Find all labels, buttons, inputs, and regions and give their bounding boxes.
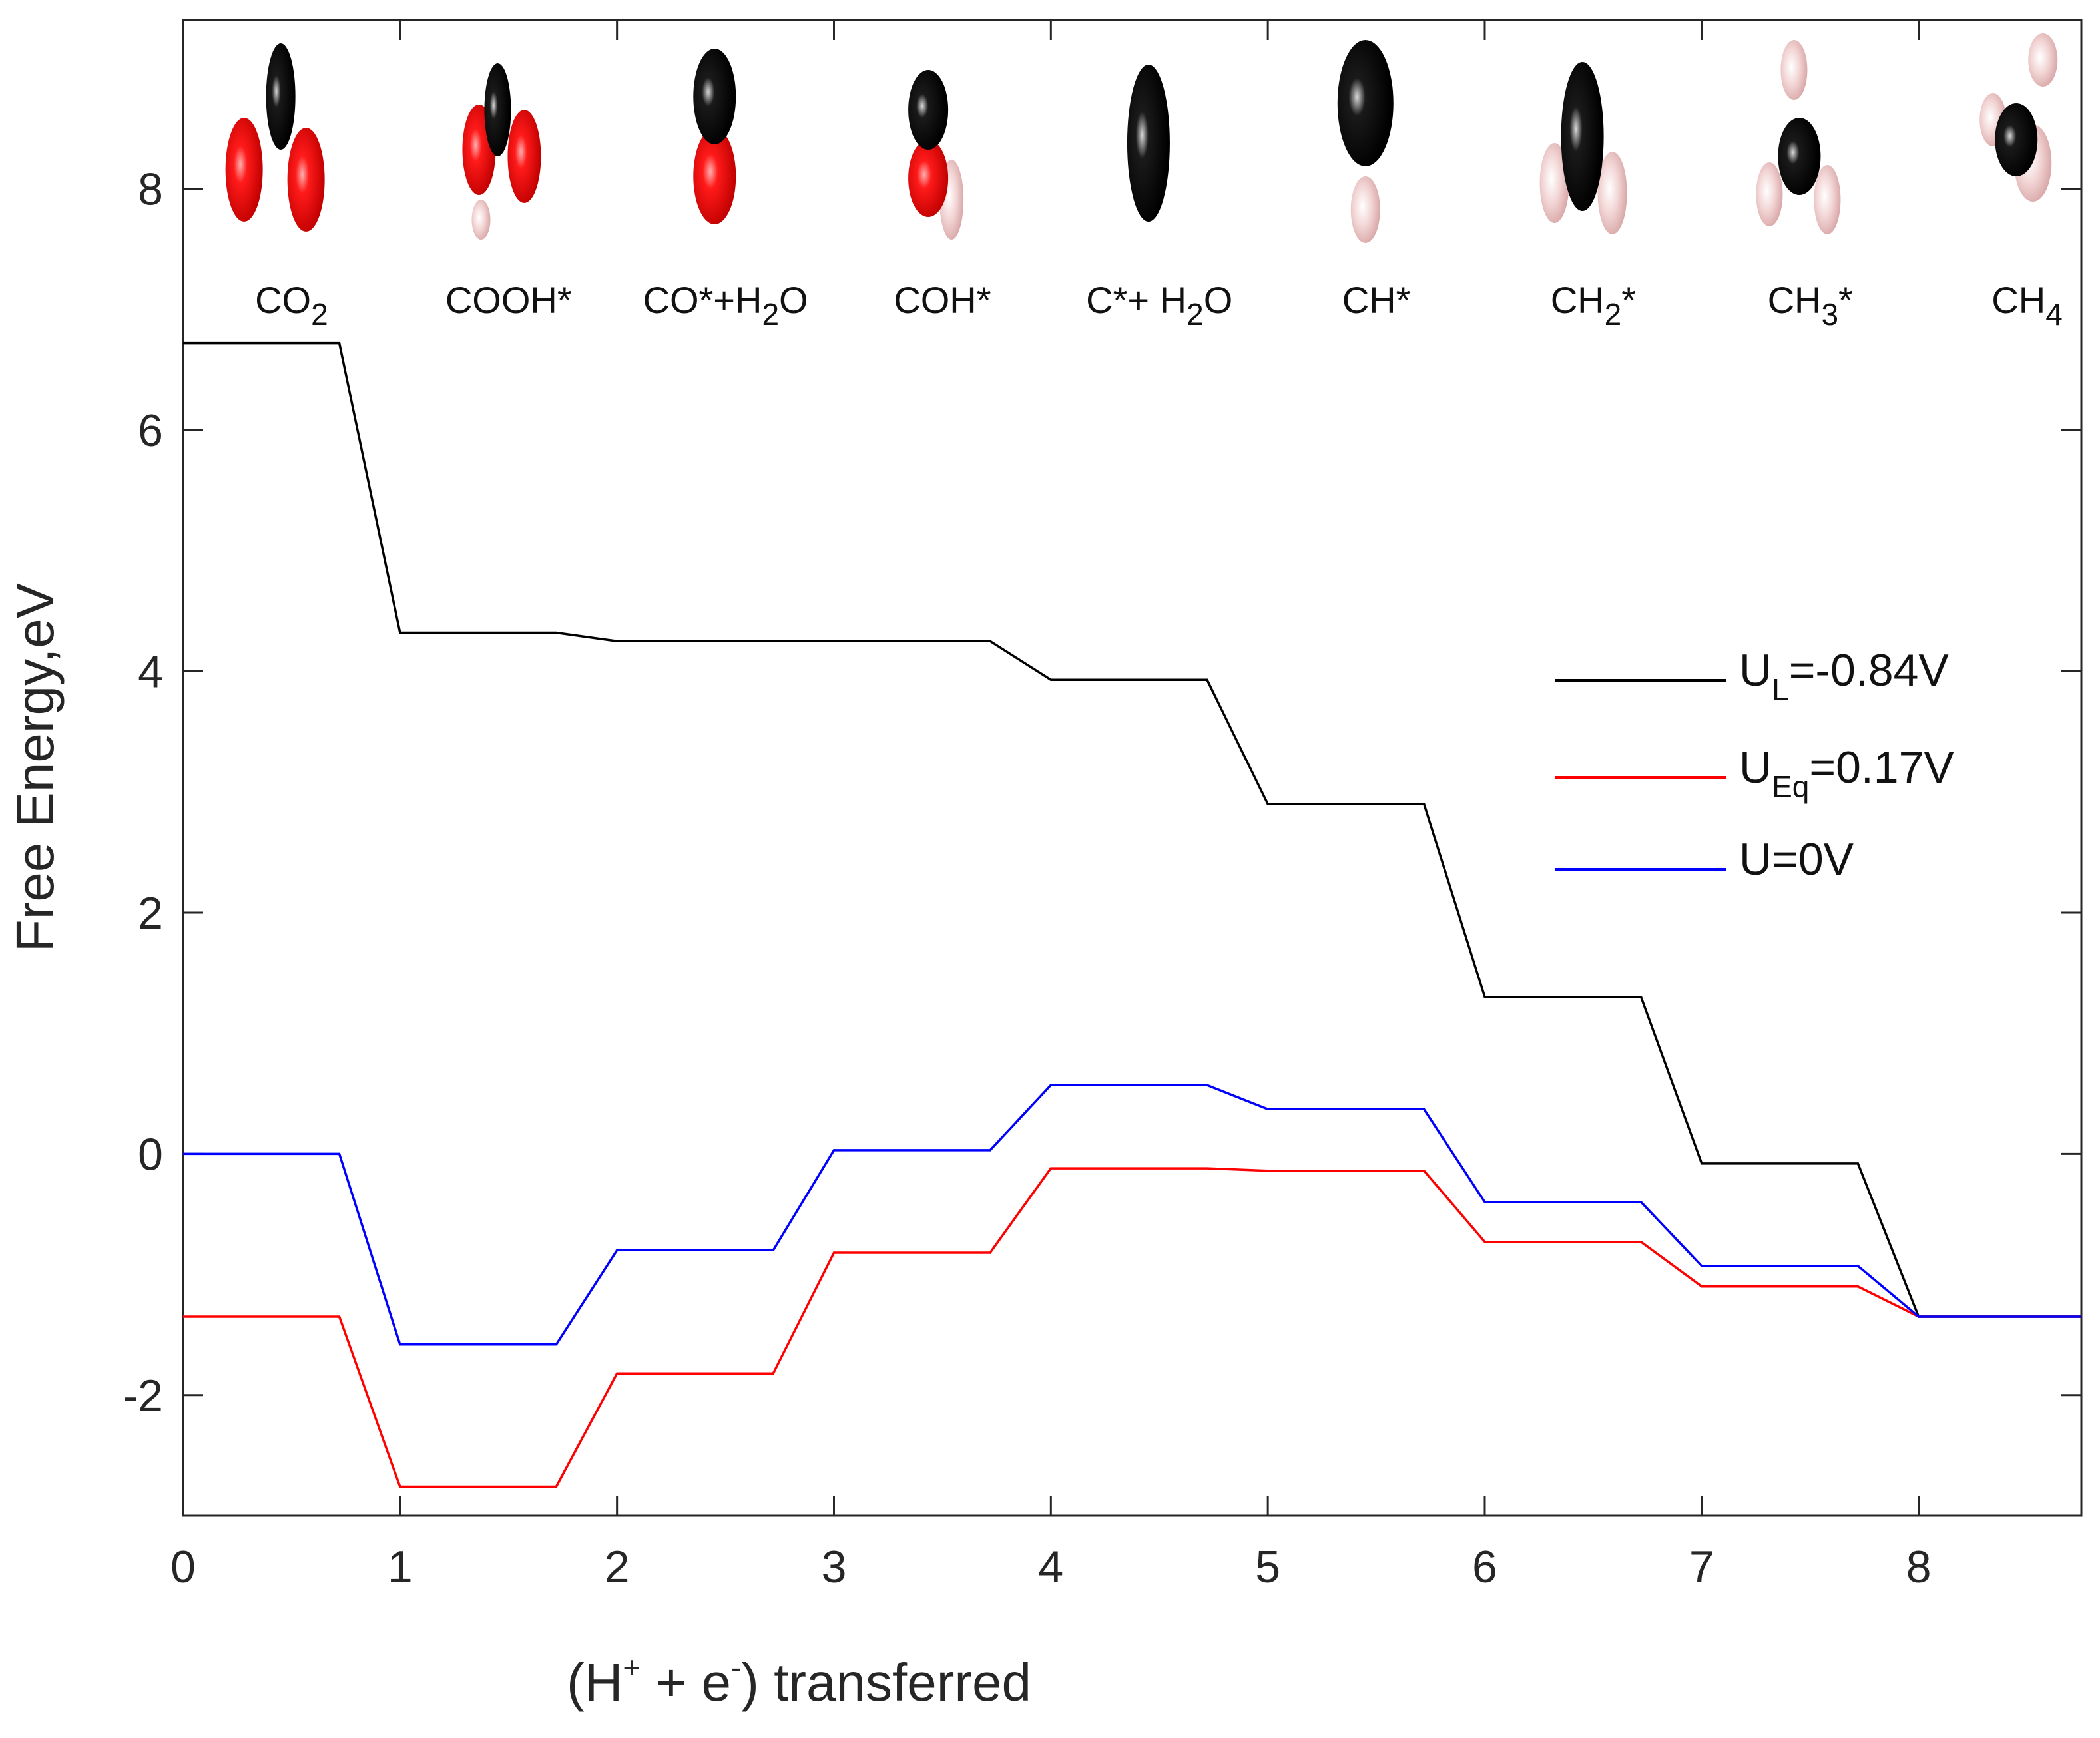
legend-label: UL=-0.84V bbox=[1739, 645, 1949, 707]
y-tick-label: 6 bbox=[138, 405, 163, 456]
x-tick-label: 0 bbox=[170, 1542, 196, 1592]
y-tick-label: 4 bbox=[138, 647, 163, 698]
series-line bbox=[183, 341, 2081, 1318]
species-label: COOH* bbox=[445, 279, 572, 321]
series-line bbox=[183, 1167, 2081, 1488]
atom-sphere bbox=[908, 140, 949, 217]
x-axis-title: (H+ + e-) transferred bbox=[567, 1650, 1031, 1712]
plot-frame bbox=[182, 19, 2083, 1517]
atom-sphere bbox=[693, 128, 736, 224]
x-tick-label: 5 bbox=[1255, 1542, 1280, 1592]
y-tick-label: 2 bbox=[138, 888, 163, 939]
series-line bbox=[183, 1084, 2081, 1346]
atom-sphere bbox=[2028, 33, 2058, 87]
y-tick-label: 0 bbox=[138, 1129, 163, 1180]
legend-label: U=0V bbox=[1739, 834, 1854, 885]
species-label: CO2 bbox=[255, 279, 328, 331]
x-tick-label: 4 bbox=[1038, 1542, 1063, 1592]
atom-sphere bbox=[1350, 176, 1380, 243]
species-label: CH* bbox=[1342, 279, 1411, 321]
species-label: COH* bbox=[894, 279, 991, 321]
x-tick-label: 7 bbox=[1689, 1542, 1714, 1592]
atom-sphere bbox=[908, 70, 949, 150]
species-labels: CO2 COOH* CO*+H2O COH* C*+ H2O CH* CH2* … bbox=[255, 279, 2063, 331]
species-label: CH2* bbox=[1551, 279, 1636, 331]
y-tick-labels: -2 0 2 4 6 8 bbox=[123, 164, 163, 1421]
atom-sphere bbox=[1127, 65, 1170, 222]
atom-sphere bbox=[1561, 62, 1604, 211]
atom-sphere bbox=[507, 110, 541, 203]
x-tick-labels: 0 1 2 3 4 5 6 7 8 bbox=[170, 1542, 1931, 1592]
x-tick-label: 1 bbox=[388, 1542, 413, 1592]
x-tick-label: 3 bbox=[822, 1542, 847, 1592]
y-tick-label: -2 bbox=[123, 1371, 163, 1421]
molecule-illustrations bbox=[225, 33, 2058, 243]
species-label: CO*+H2O bbox=[643, 279, 808, 331]
atom-sphere bbox=[1995, 103, 2038, 176]
species-label: CH4 bbox=[1991, 279, 2062, 331]
species-label: CH3* bbox=[1768, 279, 1853, 331]
atom-sphere bbox=[484, 63, 511, 156]
atom-sphere bbox=[225, 118, 263, 222]
atom-sphere bbox=[1778, 118, 1821, 195]
x-tick-label: 8 bbox=[1906, 1542, 1932, 1592]
x-tick-label: 2 bbox=[605, 1542, 630, 1592]
atom-sphere bbox=[266, 43, 296, 150]
atom-sphere bbox=[1814, 165, 1841, 234]
atom-sphere bbox=[287, 128, 325, 232]
atom-sphere bbox=[1780, 40, 1808, 100]
y-tick-label: 8 bbox=[138, 164, 163, 215]
x-tick-label: 6 bbox=[1472, 1542, 1497, 1592]
atom-sphere bbox=[1337, 40, 1394, 166]
legend-label: UEq=0.17V bbox=[1739, 742, 1954, 804]
species-label: C*+ H2O bbox=[1086, 279, 1232, 331]
atom-sphere bbox=[693, 49, 736, 144]
atom-sphere bbox=[1756, 162, 1783, 226]
series-lines bbox=[183, 341, 2081, 1488]
atom-sphere bbox=[471, 200, 491, 240]
legend: UL=-0.84V UEq=0.17V U=0V bbox=[1555, 645, 1954, 885]
y-axis-title: Free Energy,eV bbox=[5, 582, 65, 952]
axis-ticks bbox=[182, 20, 2081, 1516]
atom-sphere bbox=[1539, 143, 1569, 223]
atom-sphere bbox=[1597, 152, 1627, 234]
